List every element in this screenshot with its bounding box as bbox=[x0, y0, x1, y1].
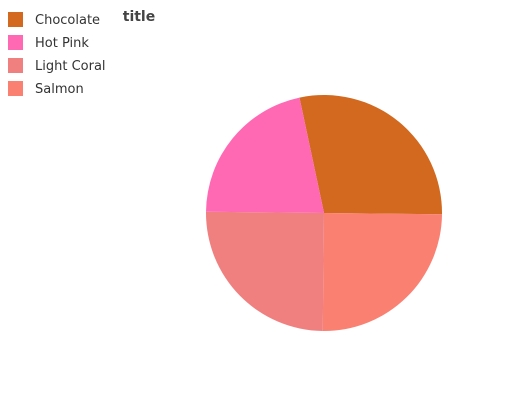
legend-swatch-salmon bbox=[8, 81, 23, 96]
pie-slice-hot-pink bbox=[206, 97, 324, 213]
legend-swatch-hot-pink bbox=[8, 35, 23, 50]
pie-slices bbox=[205, 94, 442, 331]
chart-title: title bbox=[123, 9, 155, 25]
legend-label-salmon: Salmon bbox=[35, 82, 84, 97]
legend-label-chocolate: Chocolate bbox=[35, 13, 100, 28]
legend-swatch-light-coral bbox=[8, 58, 23, 73]
legend-label-hot-pink: Hot Pink bbox=[35, 36, 89, 51]
pie-slice-light-coral bbox=[205, 211, 324, 331]
legend-swatch-chocolate bbox=[8, 12, 23, 27]
pie-slice-salmon bbox=[322, 213, 442, 331]
legend-label-light-coral: Light Coral bbox=[35, 59, 106, 74]
pie-slice-chocolate bbox=[299, 94, 442, 215]
legend: Chocolate Hot Pink Light Coral Salmon bbox=[8, 12, 106, 97]
